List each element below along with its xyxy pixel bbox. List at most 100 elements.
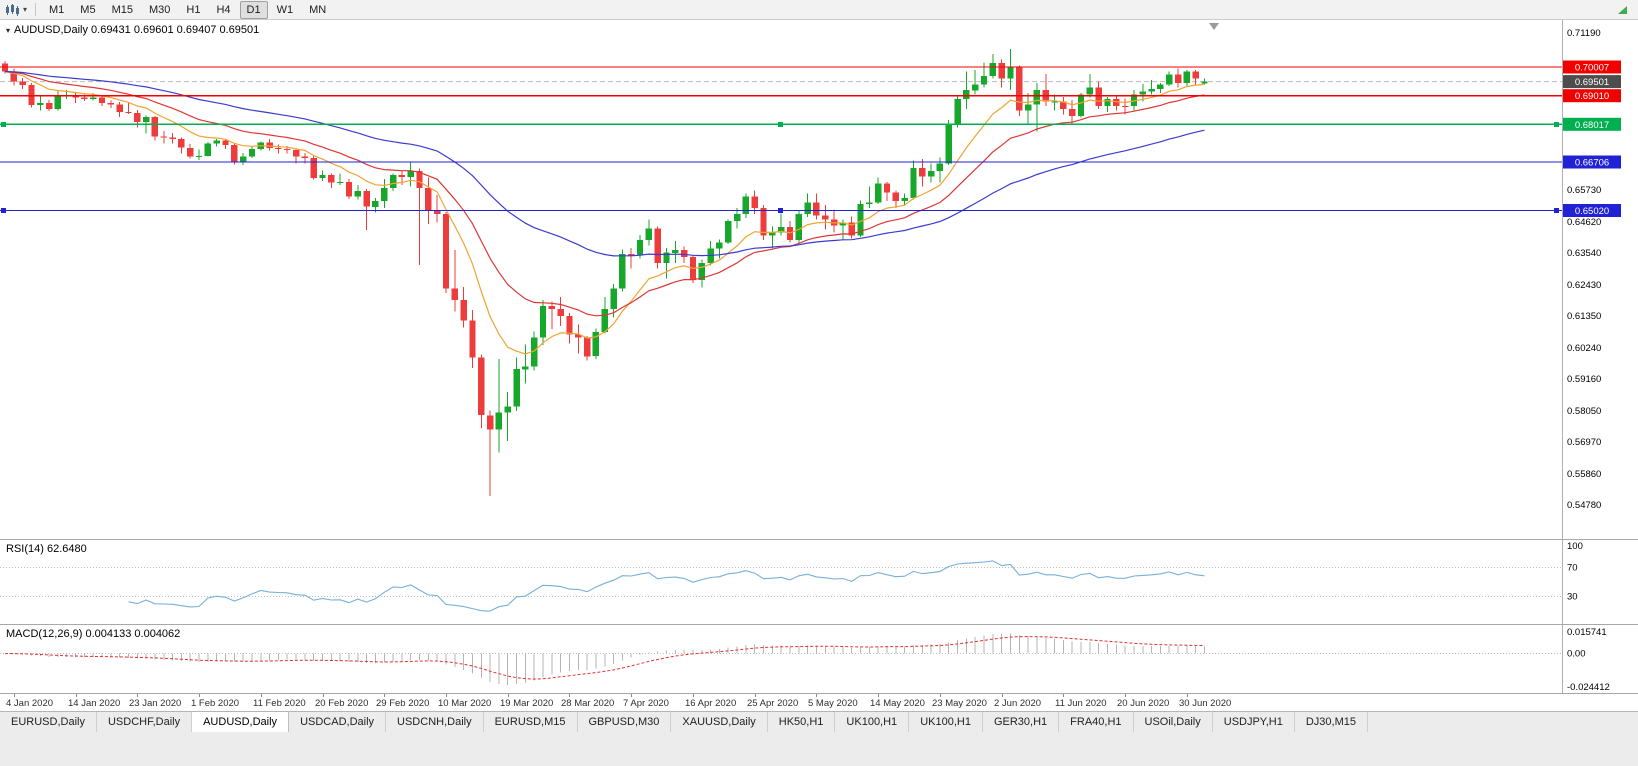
chart-menu-icon[interactable]: ▾ — [6, 25, 11, 35]
time-tick — [261, 694, 262, 697]
tab-uk100-h1[interactable]: UK100,H1 — [835, 712, 910, 732]
tab-dj30-m15[interactable]: DJ30,M15 — [1294, 712, 1368, 732]
time-tick — [1063, 694, 1064, 697]
chart-title-text: AUDUSD,Daily 0.69431 0.69601 0.69407 0.6… — [14, 24, 260, 36]
svg-text:70: 70 — [1567, 563, 1578, 574]
time-label: 16 Apr 2020 — [685, 698, 737, 709]
svg-text:0.56970: 0.56970 — [1567, 437, 1601, 448]
time-tick — [1125, 694, 1126, 697]
chart-shift-icon[interactable] — [1616, 4, 1629, 16]
macd-label: MACD(12,26,9) 0.004133 0.004062 — [6, 628, 181, 640]
hline-handle[interactable] — [1, 208, 6, 213]
rsi-axis-labels: 100 70 30 — [1567, 541, 1583, 602]
rsi-label: RSI(14) 62.6480 — [6, 543, 87, 555]
price-tag-0.69010: 0.69010 — [1563, 89, 1621, 103]
horizontal-lines — [0, 66, 1562, 213]
macd-signal-line — [5, 636, 1205, 680]
tab-ger30-h1[interactable]: GER30,H1 — [982, 712, 1060, 732]
tab-usdcnh-daily[interactable]: USDCNH,Daily — [386, 712, 484, 732]
chart-type-caret-icon[interactable]: ▾ — [23, 5, 28, 14]
chart-tabs-bar: EURUSD,Daily USDCHF,Daily AUDUSD,Daily USDC… — [0, 711, 1638, 732]
svg-text:100: 100 — [1567, 541, 1583, 552]
timeframe-button-m1[interactable]: M1 — [49, 3, 65, 16]
chart-area: 0.711900.701100.690000.679200.668100.657… — [0, 20, 1638, 711]
ma-10-line — [4, 70, 1205, 355]
time-tick — [446, 694, 447, 697]
hline-handle[interactable] — [778, 121, 783, 127]
svg-text:0.64620: 0.64620 — [1567, 217, 1601, 228]
time-tick — [508, 694, 509, 697]
timeframe-toolbar: ▾ M1 M5 M15 M30 H1 H4 D1 W1 MN — [0, 0, 1638, 20]
time-label: 20 Feb 2020 — [315, 698, 369, 709]
ma-21-line — [4, 70, 1205, 317]
time-tick — [323, 694, 324, 697]
panel-splitter — [0, 693, 1638, 694]
time-axis[interactable]: 4 Jan 2020 14 Jan 2020 23 Jan 2020 1 Feb 20… — [0, 694, 1638, 711]
time-label: 20 Jun 2020 — [1117, 698, 1170, 709]
time-tick — [755, 694, 756, 697]
tab-xauusd-daily[interactable]: XAUUSD,Daily — [671, 712, 768, 732]
time-tick — [1187, 694, 1188, 697]
tab-gbpusd-m30[interactable]: GBPUSD,M30 — [577, 712, 672, 732]
svg-text:30: 30 — [1567, 591, 1578, 602]
time-label: 19 Mar 2020 — [500, 698, 554, 709]
price-tag-0.68017: 0.68017 — [1563, 117, 1621, 131]
hline-handle[interactable] — [1554, 121, 1559, 127]
timeframe-buttons: M1 M5 M15 M30 H1 H4 D1 W1 MN — [42, 0, 333, 19]
svg-text:0.54780: 0.54780 — [1567, 500, 1601, 511]
svg-text:0.61350: 0.61350 — [1567, 311, 1601, 322]
price-tag-0.66706: 0.66706 — [1563, 155, 1621, 169]
time-label: 25 Apr 2020 — [747, 698, 799, 709]
hline-handle[interactable] — [778, 208, 783, 213]
chart-type-icon[interactable] — [5, 3, 21, 17]
tab-audusd-daily[interactable]: AUDUSD,Daily — [192, 712, 290, 732]
time-label: 28 Mar 2020 — [561, 698, 615, 709]
price-tag-0.69501: 0.69501 — [1563, 75, 1621, 89]
time-label: 29 Feb 2020 — [376, 698, 430, 709]
price-tag-0.70007: 0.70007 — [1563, 60, 1621, 74]
chart-shift-marker[interactable] — [1209, 23, 1219, 30]
macd-panel-canvas[interactable]: 0.015741 0.00 -0.024412 — [0, 625, 1638, 693]
time-label: 5 May 2020 — [808, 698, 858, 709]
rsi-panel-canvas[interactable]: 100 70 30 — [0, 540, 1638, 624]
panel-splitter[interactable] — [0, 539, 1638, 540]
svg-text:0.70007: 0.70007 — [1575, 63, 1609, 74]
chart-title: ▾ AUDUSD,Daily 0.69431 0.69601 0.69407 0… — [6, 24, 259, 36]
timeframe-button-m15[interactable]: M15 — [111, 3, 133, 16]
tab-usdchf-daily[interactable]: USDCHF,Daily — [96, 712, 193, 732]
time-label: 14 Jan 2020 — [68, 698, 121, 709]
tab-eurusd-m15[interactable]: EURUSD,M15 — [483, 712, 578, 732]
price-chart-canvas[interactable]: 0.711900.701100.690000.679200.668100.657… — [0, 20, 1638, 539]
price-tag-0.65020: 0.65020 — [1563, 204, 1621, 217]
time-tick — [1002, 694, 1003, 697]
time-label: 23 May 2020 — [932, 698, 987, 709]
timeframe-button-h1[interactable]: H1 — [186, 3, 201, 16]
tab-usdcad-daily[interactable]: USDCAD,Daily — [289, 712, 387, 732]
timeframe-button-m5[interactable]: M5 — [80, 3, 96, 16]
time-tick — [14, 694, 15, 697]
timeframe-button-w1[interactable]: W1 — [276, 3, 294, 16]
svg-text:0.68017: 0.68017 — [1575, 120, 1609, 131]
timeframe-button-m30[interactable]: M30 — [148, 3, 171, 16]
tab-eurusd-daily[interactable]: EURUSD,Daily — [0, 712, 97, 732]
tab-fra40-h1[interactable]: FRA40,H1 — [1059, 712, 1134, 732]
svg-text:0.015741: 0.015741 — [1567, 627, 1607, 638]
timeframe-button-d1[interactable]: D1 — [239, 0, 268, 19]
hline-handle[interactable] — [1, 121, 6, 127]
tab-usoil-daily[interactable]: USOil,Daily — [1133, 712, 1213, 732]
tab-usdjpy-h1[interactable]: USDJPY,H1 — [1212, 712, 1295, 732]
hline-handle[interactable] — [1554, 208, 1559, 213]
time-label: 14 May 2020 — [870, 698, 925, 709]
svg-text:0.00: 0.00 — [1567, 649, 1586, 660]
time-label: 1 Feb 2020 — [191, 698, 240, 709]
timeframe-button-mn[interactable]: MN — [309, 3, 327, 16]
tab-hk50-h1[interactable]: HK50,H1 — [767, 712, 836, 732]
macd-axis-labels: 0.015741 0.00 -0.024412 — [1567, 627, 1610, 693]
time-tick — [631, 694, 632, 697]
panel-splitter[interactable] — [0, 624, 1638, 625]
svg-text:0.55860: 0.55860 — [1567, 469, 1601, 480]
timeframe-button-h4[interactable]: H4 — [216, 3, 231, 16]
time-label: 23 Jan 2020 — [129, 698, 182, 709]
tab-uk100-h1[interactable]: UK100,H1 — [909, 712, 983, 732]
